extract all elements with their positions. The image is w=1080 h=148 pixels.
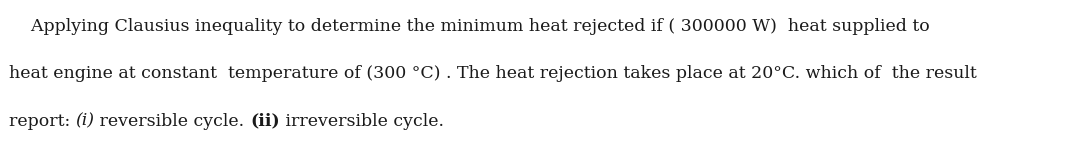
Text: (i): (i) — [76, 113, 94, 130]
Text: reversible cycle.: reversible cycle. — [94, 113, 249, 130]
Text: heat engine at constant  temperature of (300 °C) . The heat rejection takes plac: heat engine at constant temperature of (… — [9, 66, 976, 82]
Text: irreversible cycle.: irreversible cycle. — [280, 113, 444, 130]
Text: Applying Clausius inequality to determine the minimum heat rejected if ( 300000 : Applying Clausius inequality to determin… — [9, 18, 930, 35]
Text: (ii): (ii) — [249, 113, 280, 130]
Text: report:: report: — [9, 113, 76, 130]
